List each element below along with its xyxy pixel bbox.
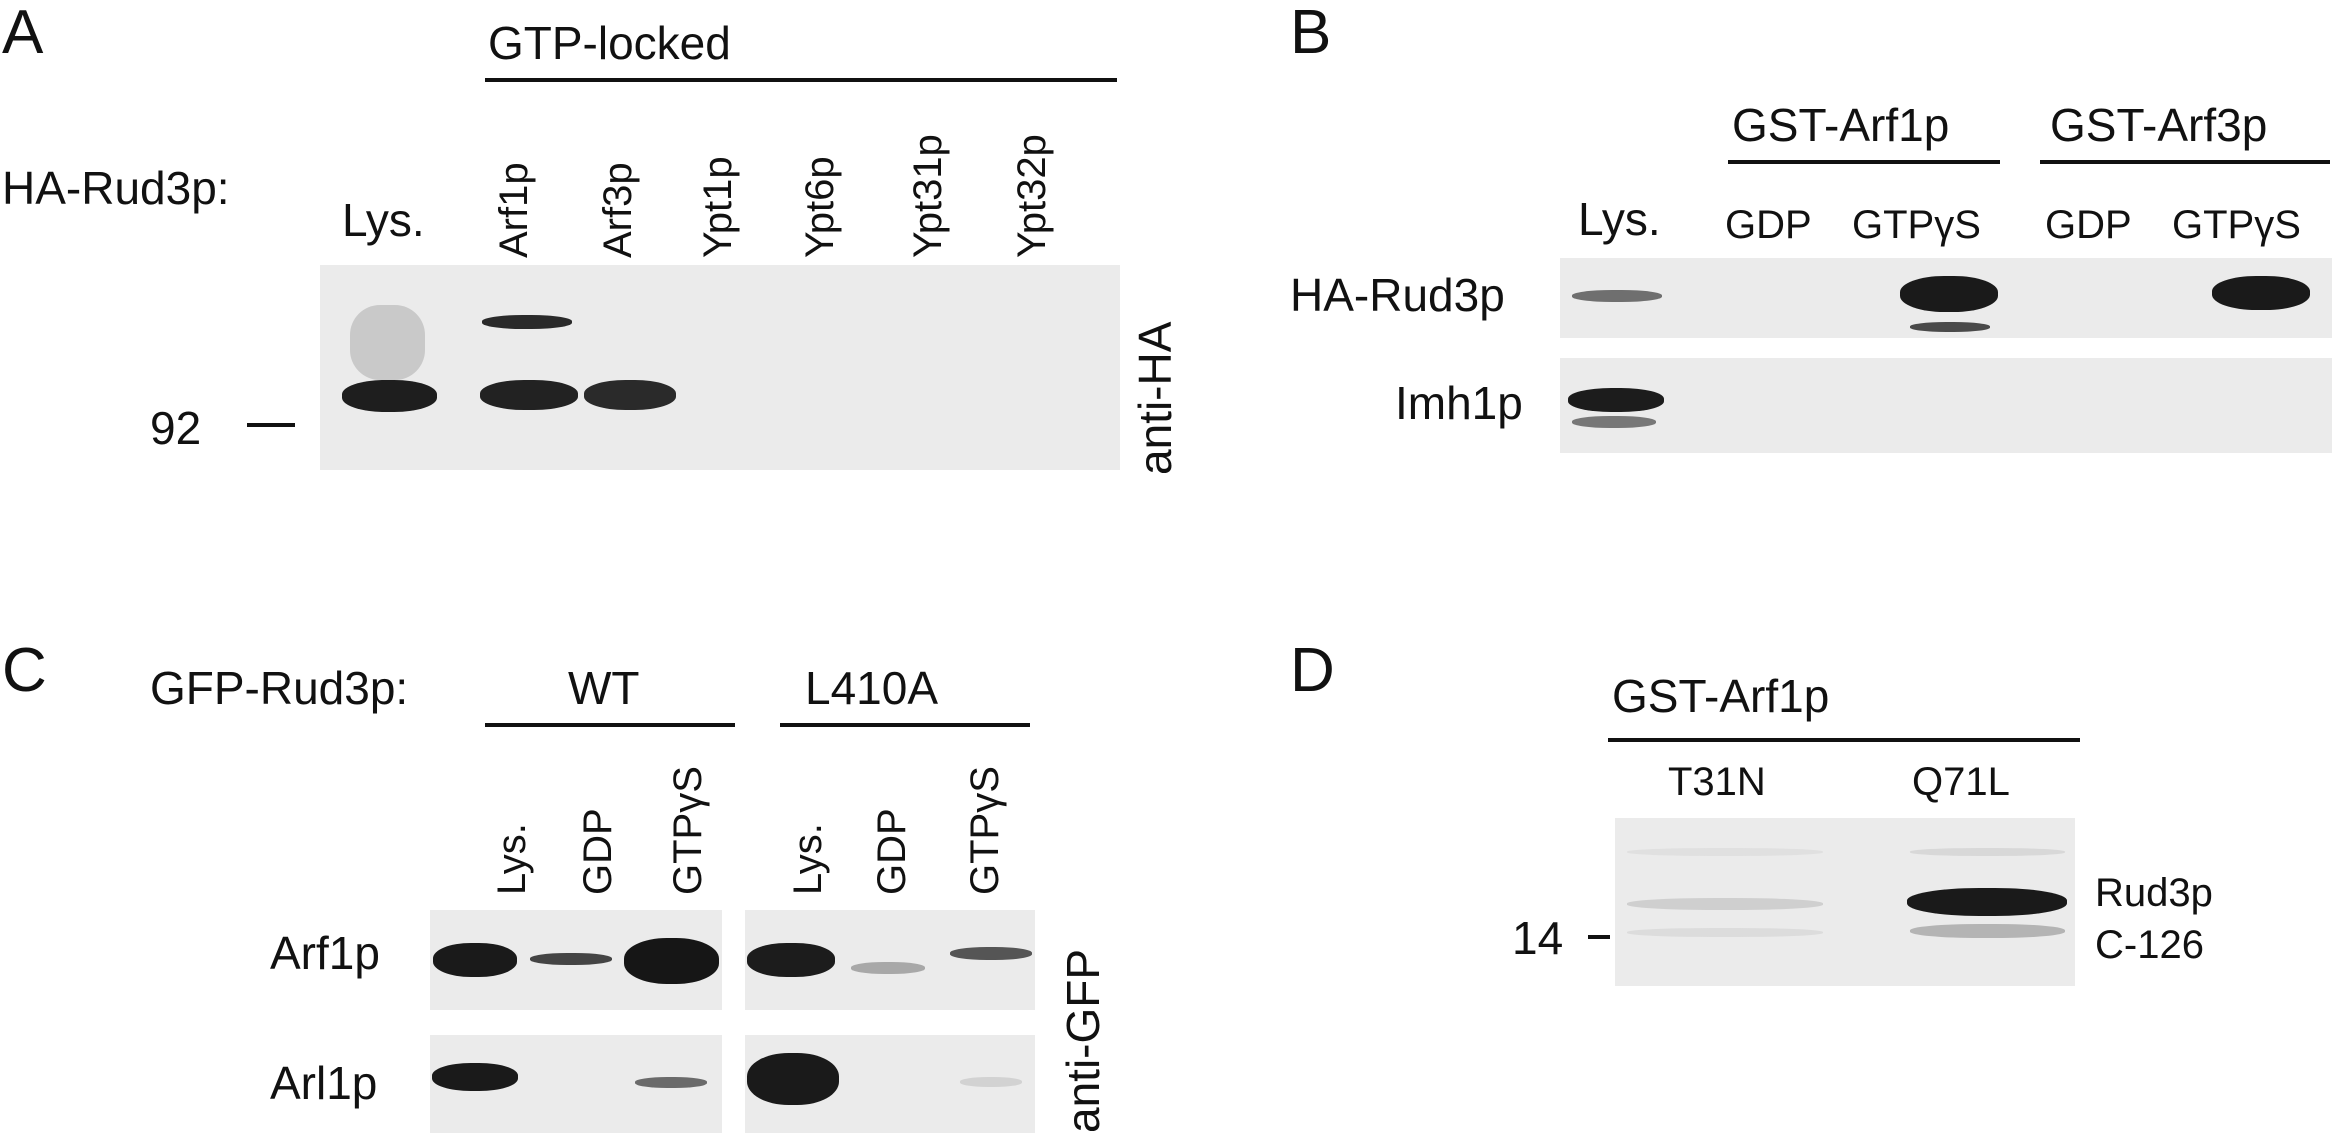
panel-c-blot-arl1p-wt [430,1035,722,1133]
panel-c-blot-arf1p-mut [745,910,1035,1010]
panel-c-lane-gtpgs-mut: GTPγS [963,766,1007,895]
panel-c-band-arf1p-wt-gtp [624,938,719,984]
panel-d-lane-t31n: T31N [1668,760,1766,804]
panel-b-letter: B [1290,0,1332,67]
panel-c-lane-gdp-mut: GDP [870,808,914,895]
panel-b-lane-gtpgs-1: GTPγS [1852,203,1981,247]
panel-d-lane-q71l: Q71L [1912,760,2010,804]
panel-c-band-arf1p-mut-lys [747,943,835,977]
panel-c-lane-gtpgs-wt: GTPγS [666,766,710,895]
panel-b-lane-gdp-1: GDP [1725,203,1812,247]
panel-c-group-line-l410a [780,723,1030,727]
panel-c-lane-lys-mut: Lys. [786,823,830,895]
panel-a-lane-arf1p: Arf1p [492,162,536,258]
panel-c-antibody: anti-GFP [1057,948,1109,1133]
panel-c-lane-gdp-wt: GDP [576,808,620,895]
panel-c-group-l410a: L410A [805,662,939,714]
panel-b-band-imh1p [1568,388,1664,412]
panel-a-marker: 92 [150,402,202,454]
panel-a-lane-ypt6p: Ypt6p [798,156,842,258]
panel-b-lane-gdp-2: GDP [2045,203,2132,247]
panel-c-lane-lys-wt: Lys. [490,823,534,895]
panel-c-band-arl1p-mut-gtp [960,1077,1022,1087]
panel-a-lane-ypt32p: Ypt32p [1010,134,1054,258]
panel-c-band-arf1p-wt-lys [433,943,517,977]
panel-c-row-arl1p: Arl1p [270,1057,378,1109]
panel-a-letter: A [2,0,44,67]
panel-b-row-ha-rud3p: HA-Rud3p [1290,269,1505,321]
panel-a-lane-ypt31p: Ypt31p [906,134,950,258]
panel-d-group-label: GST-Arf1p [1612,670,1830,722]
panel-a-blot [320,265,1120,470]
panel-c-band-arf1p-mut-gdp [851,962,925,974]
panel-b-group-line-arf3p [2040,160,2330,164]
panel-a-marker-tick [247,423,295,427]
panel-b-group-line-arf1p [1728,160,2000,164]
panel-d-gel [1615,818,2075,986]
panel-d-marker-tick [1588,935,1610,939]
panel-a-lane-arf3p: Arf3p [596,162,640,258]
panel-c-blot-arf1p-wt [430,910,722,1010]
panel-c-group-wt: WT [568,662,640,714]
panel-a-band-arf1p-upper [482,315,572,329]
panel-a-lane-ypt1p: Ypt1p [696,156,740,258]
panel-b-band-lys [1572,290,1662,302]
panel-d-letter: D [1290,636,1335,705]
panel-d-band-t31n-upper [1627,898,1823,910]
panel-a-group-label: GTP-locked [488,17,731,69]
panel-a-smear-lys [350,305,425,380]
panel-c-band-arl1p-wt-gtp [635,1077,707,1088]
panel-a-band-arf3p [584,380,676,410]
panel-d-band-q71l-top [1910,848,2065,856]
panel-a-antibody: anti-HA [1129,321,1181,475]
panel-d-band-t31n-lower [1627,928,1823,937]
panel-b-band-arf3p-gtp [2212,276,2310,310]
panel-c-group-line-wt [485,723,735,727]
panel-d-marker: 14 [1512,912,1564,964]
panel-b-blot-ha [1560,258,2332,338]
panel-a-band-arf1p [480,380,578,410]
panel-b-row-imh1p: Imh1p [1395,377,1523,429]
panel-c-row-arf1p: Arf1p [270,927,380,979]
panel-b-lane-gtpgs-2: GTPγS [2172,203,2301,247]
panel-a-band-lys [342,380,437,412]
panel-b-band-arf1p-gtp [1900,276,1998,312]
panel-a-lane-lys: Lys. [342,194,425,246]
panel-d-band-label-rud3p: Rud3p [2095,871,2213,915]
panel-a-row-label: HA-Rud3p: [2,162,230,214]
panel-d-group-line [1608,738,2080,742]
panel-d-band-q71l-lower [1910,924,2065,938]
panel-c-letter: C [2,636,47,705]
panel-b-band-arf1p-lower [1910,322,1990,332]
panel-d-band-t31n-top [1627,848,1823,856]
panel-a-group-line [485,78,1117,82]
panel-c-band-arf1p-mut-gtp [950,947,1032,960]
panel-c-band-arf1p-wt-gdp [530,953,612,965]
panel-b-group-arf1p: GST-Arf1p [1732,99,1950,151]
panel-b-blot-imh1p [1560,358,2332,453]
panel-b-lane-lys: Lys. [1578,193,1661,245]
panel-d-band-label-c126: C-126 [2095,923,2204,967]
panel-d-band-q71l-rud3p [1907,888,2067,916]
panel-c-row-label: GFP-Rud3p: [150,662,409,714]
panel-b-group-arf3p: GST-Arf3p [2050,99,2268,151]
panel-c-band-arl1p-wt-lys [432,1063,518,1091]
panel-c-blot-arl1p-mut [745,1035,1035,1133]
panel-b-band-imh1p-lower [1572,416,1656,428]
panel-c-band-arl1p-mut-lys [747,1053,839,1105]
